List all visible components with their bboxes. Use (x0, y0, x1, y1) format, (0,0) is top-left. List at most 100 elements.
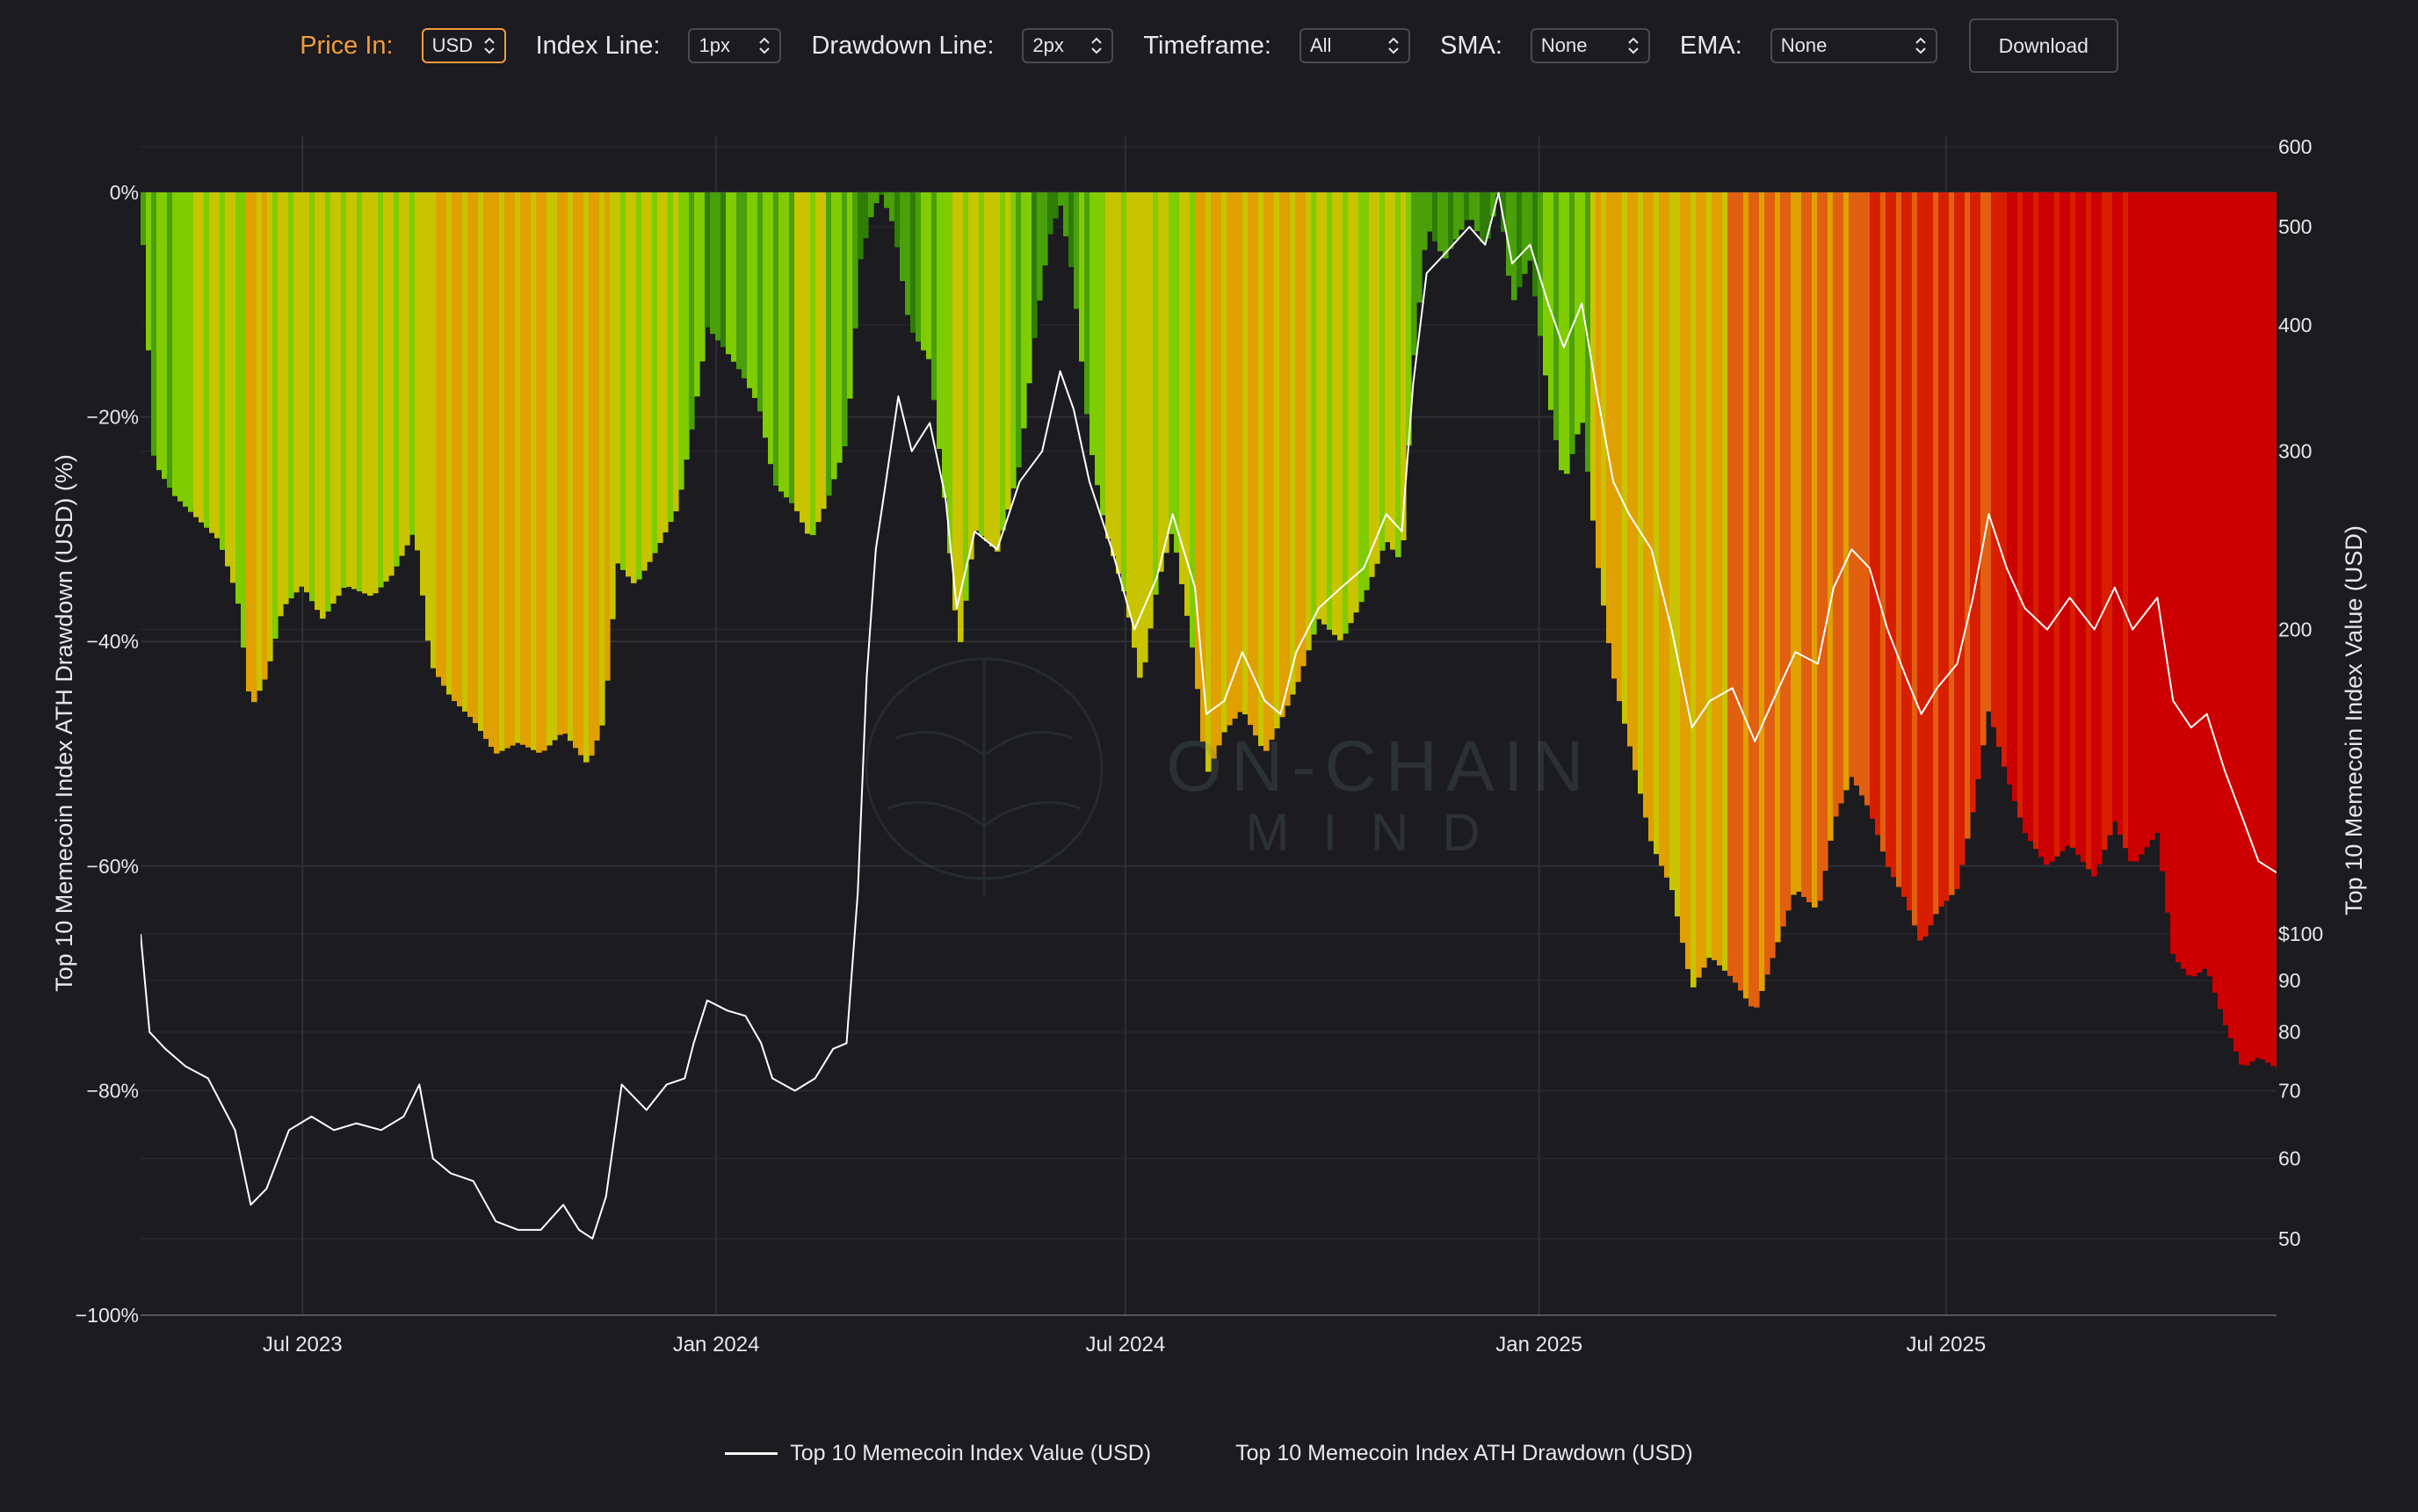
drawdown-bar (1791, 192, 1797, 895)
drawdown-bar (1116, 192, 1122, 575)
drawdown-bar (1806, 192, 1813, 902)
drawdown-bar (183, 192, 189, 507)
sma-select[interactable]: None (1530, 28, 1650, 63)
drawdown-bar (1564, 192, 1570, 474)
price-in-control: Price In: USD (300, 28, 506, 63)
drawdown-bar (2128, 192, 2134, 862)
axes: 0% −20% −40% −60% −80% −100% 600 500 400 300 200 $1… (76, 135, 2323, 1356)
drawdown-bar (778, 192, 785, 492)
drawdown-bar (1959, 192, 1966, 865)
drawdown-bar (610, 192, 616, 619)
drawdown-bar (1812, 192, 1818, 908)
drawdown-bar (2175, 192, 2182, 963)
drawdown-bar (821, 192, 827, 510)
index-line-label: Index Line: (535, 31, 661, 60)
drawdown-bar (220, 192, 226, 550)
drawdown-bar (1321, 192, 1328, 625)
drawdown-bar (251, 192, 257, 703)
drawdown-bar (1390, 192, 1396, 550)
drawdown-bar (989, 192, 995, 547)
sma-label: SMA: (1439, 31, 1502, 60)
drawdown-bar (742, 192, 748, 379)
drawdown-line-select[interactable]: 2px (1022, 28, 1114, 63)
drawdown-bar (146, 192, 152, 351)
drawdown-bar (330, 192, 337, 604)
timeframe-label: Timeframe: (1143, 31, 1271, 60)
drawdown-bar (1606, 192, 1612, 644)
drawdown-bar (726, 192, 732, 355)
drawdown-bar (483, 192, 489, 740)
drawdown-bar (1511, 192, 1517, 300)
right-tick-label: 80 (2278, 1021, 2301, 1044)
sma-control: SMA: None (1440, 28, 1650, 63)
drawdown-bar (257, 192, 263, 691)
drawdown-bar (1401, 192, 1407, 541)
drawdown-bar (583, 192, 590, 763)
drawdown-bar (2160, 192, 2166, 872)
index-line-select[interactable]: 1px (688, 28, 782, 63)
drawdown-bar (2191, 192, 2197, 977)
right-tick-label: $100 (2278, 922, 2323, 945)
drawdown-bar (805, 192, 811, 534)
drawdown-bar (2212, 192, 2219, 993)
ema-select[interactable]: None (1770, 28, 1937, 63)
drawdown-bar (1633, 192, 1639, 770)
drawdown-bar (467, 192, 474, 717)
drawdown-bar (631, 192, 637, 583)
drawdown-bar (1111, 192, 1117, 557)
drawdown-bar (1801, 192, 1807, 897)
drawdown-bar (1374, 192, 1380, 564)
drawdown-bar (1759, 192, 1765, 991)
drawdown-bar (1332, 192, 1338, 635)
drawdown-bar (1896, 192, 1902, 887)
drawdown-bar (235, 192, 242, 604)
drawdown-bar (420, 192, 426, 596)
drawdown-bar (1643, 192, 1649, 818)
drawdown-bar (720, 192, 727, 348)
drawdown-bar (1190, 192, 1196, 647)
drawdown-bar (167, 192, 173, 488)
drawdown-bar (1105, 192, 1111, 539)
drawdown-bar (1343, 192, 1349, 634)
drawdown-bar (320, 192, 326, 619)
download-button[interactable]: Download (1968, 18, 2118, 73)
drawdown-bar (1258, 192, 1264, 747)
drawdown-bar (2265, 192, 2271, 1063)
index-line-control: Index Line: 1px (536, 28, 782, 63)
drawdown-bar (1242, 192, 1249, 715)
drawdown-bar (1891, 192, 1897, 878)
drawdown-bar (462, 192, 468, 712)
drawdown-bar (710, 192, 716, 335)
drawdown-bar (1901, 192, 1908, 897)
drawdown-bar (2239, 192, 2245, 1065)
drawdown-bar (2270, 192, 2277, 1067)
drawdown-bar (657, 192, 663, 543)
right-tick-label: 70 (2278, 1080, 2301, 1103)
drawdown-bar (214, 192, 221, 539)
legend-item-drawdown[interactable]: Top 10 Memecoin Index ATH Drawdown (USD) (1235, 1441, 1693, 1466)
right-tick-label: 200 (2278, 618, 2312, 640)
price-in-select[interactable]: USD (421, 28, 506, 63)
index-value-line (141, 192, 2277, 1240)
drawdown-bar (1917, 192, 1923, 941)
drawdown-bar (1833, 192, 1839, 817)
drawdown-bar (1938, 192, 1944, 908)
legend-item-index[interactable]: Top 10 Memecoin Index Value (USD) (725, 1441, 1151, 1466)
drawdown-bar (736, 192, 742, 370)
drawdown-bar (1490, 192, 1496, 217)
drawdown-bar (2038, 192, 2045, 857)
drawdown-bar (283, 192, 289, 604)
drawdown-bar (446, 192, 452, 695)
drawdown-bar (431, 192, 437, 669)
drawdown-bar (441, 192, 447, 686)
drawdown-bar (2170, 192, 2176, 954)
watermark: ON-CHAIN MIND (865, 657, 1584, 896)
drawdown-bar (1021, 192, 1027, 429)
drawdown-bar (520, 192, 526, 745)
toolbar: Price In: USD Index Line: 1px Drawdown L… (0, 0, 2418, 91)
drawdown-bar (1527, 192, 1533, 261)
timeframe-select[interactable]: All (1299, 28, 1410, 63)
drawdown-bar (172, 192, 178, 496)
drawdown-bar (2060, 192, 2066, 851)
drawdown-bar (1611, 192, 1618, 679)
